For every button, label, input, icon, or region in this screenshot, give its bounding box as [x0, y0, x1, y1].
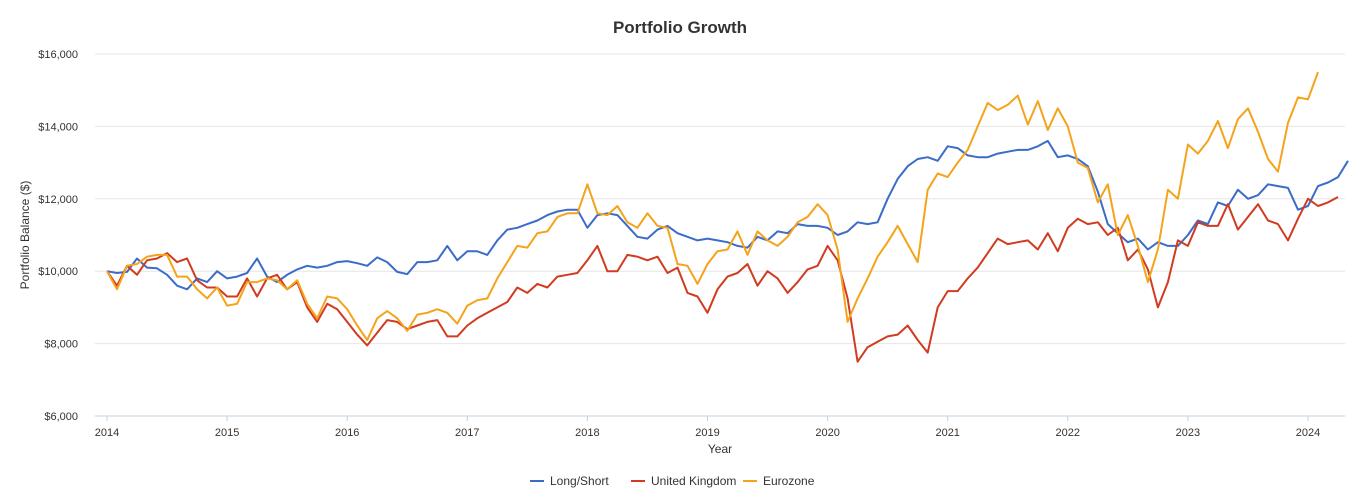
x-tick-label: 2018: [575, 427, 599, 439]
x-tick-label: 2019: [695, 427, 719, 439]
y-axis-label: Portfolio Balance ($): [18, 181, 32, 290]
x-tick-label: 2020: [815, 427, 839, 439]
chart-title: Portfolio Growth: [613, 18, 747, 37]
x-axis-label: Year: [708, 442, 732, 456]
series-line-united-kingdom: [106, 196, 1339, 363]
y-axis-ticks: $6,000 $8,000 $10,000 $12,000 $14,000 $16,000: [38, 49, 78, 423]
grid-lines: [95, 53, 1345, 345]
y-tick-label: $12,000: [38, 194, 78, 206]
y-tick-label: $8,000: [44, 339, 78, 351]
x-tick-label: 2022: [1056, 427, 1080, 439]
x-tick-label: 2017: [455, 427, 479, 439]
y-tick-label: $16,000: [38, 49, 78, 61]
y-tick-label: $14,000: [38, 121, 78, 133]
x-tick-label: 2021: [935, 427, 959, 439]
x-tick-label: 2015: [215, 427, 239, 439]
x-axis-ticks: 2014 2015 2016 2017 2018 2019 2020 2021 2022 2023…: [95, 416, 1320, 439]
y-tick-label: $10,000: [38, 266, 78, 278]
series-lines: [106, 71, 1349, 363]
x-tick-label: 2024: [1296, 427, 1320, 439]
series-line-eurozone: [106, 71, 1319, 341]
y-tick-label: $6,000: [44, 411, 78, 423]
x-tick-label: 2014: [95, 427, 119, 439]
x-tick-label: 2016: [335, 427, 359, 439]
legend-label[interactable]: United Kingdom: [651, 474, 736, 488]
legend: Long/Short United Kingdom Eurozone: [530, 474, 815, 488]
legend-label[interactable]: Eurozone: [763, 474, 815, 488]
legend-label[interactable]: Long/Short: [550, 474, 609, 488]
x-tick-label: 2023: [1176, 427, 1200, 439]
series-line-long-short: [106, 139, 1349, 291]
